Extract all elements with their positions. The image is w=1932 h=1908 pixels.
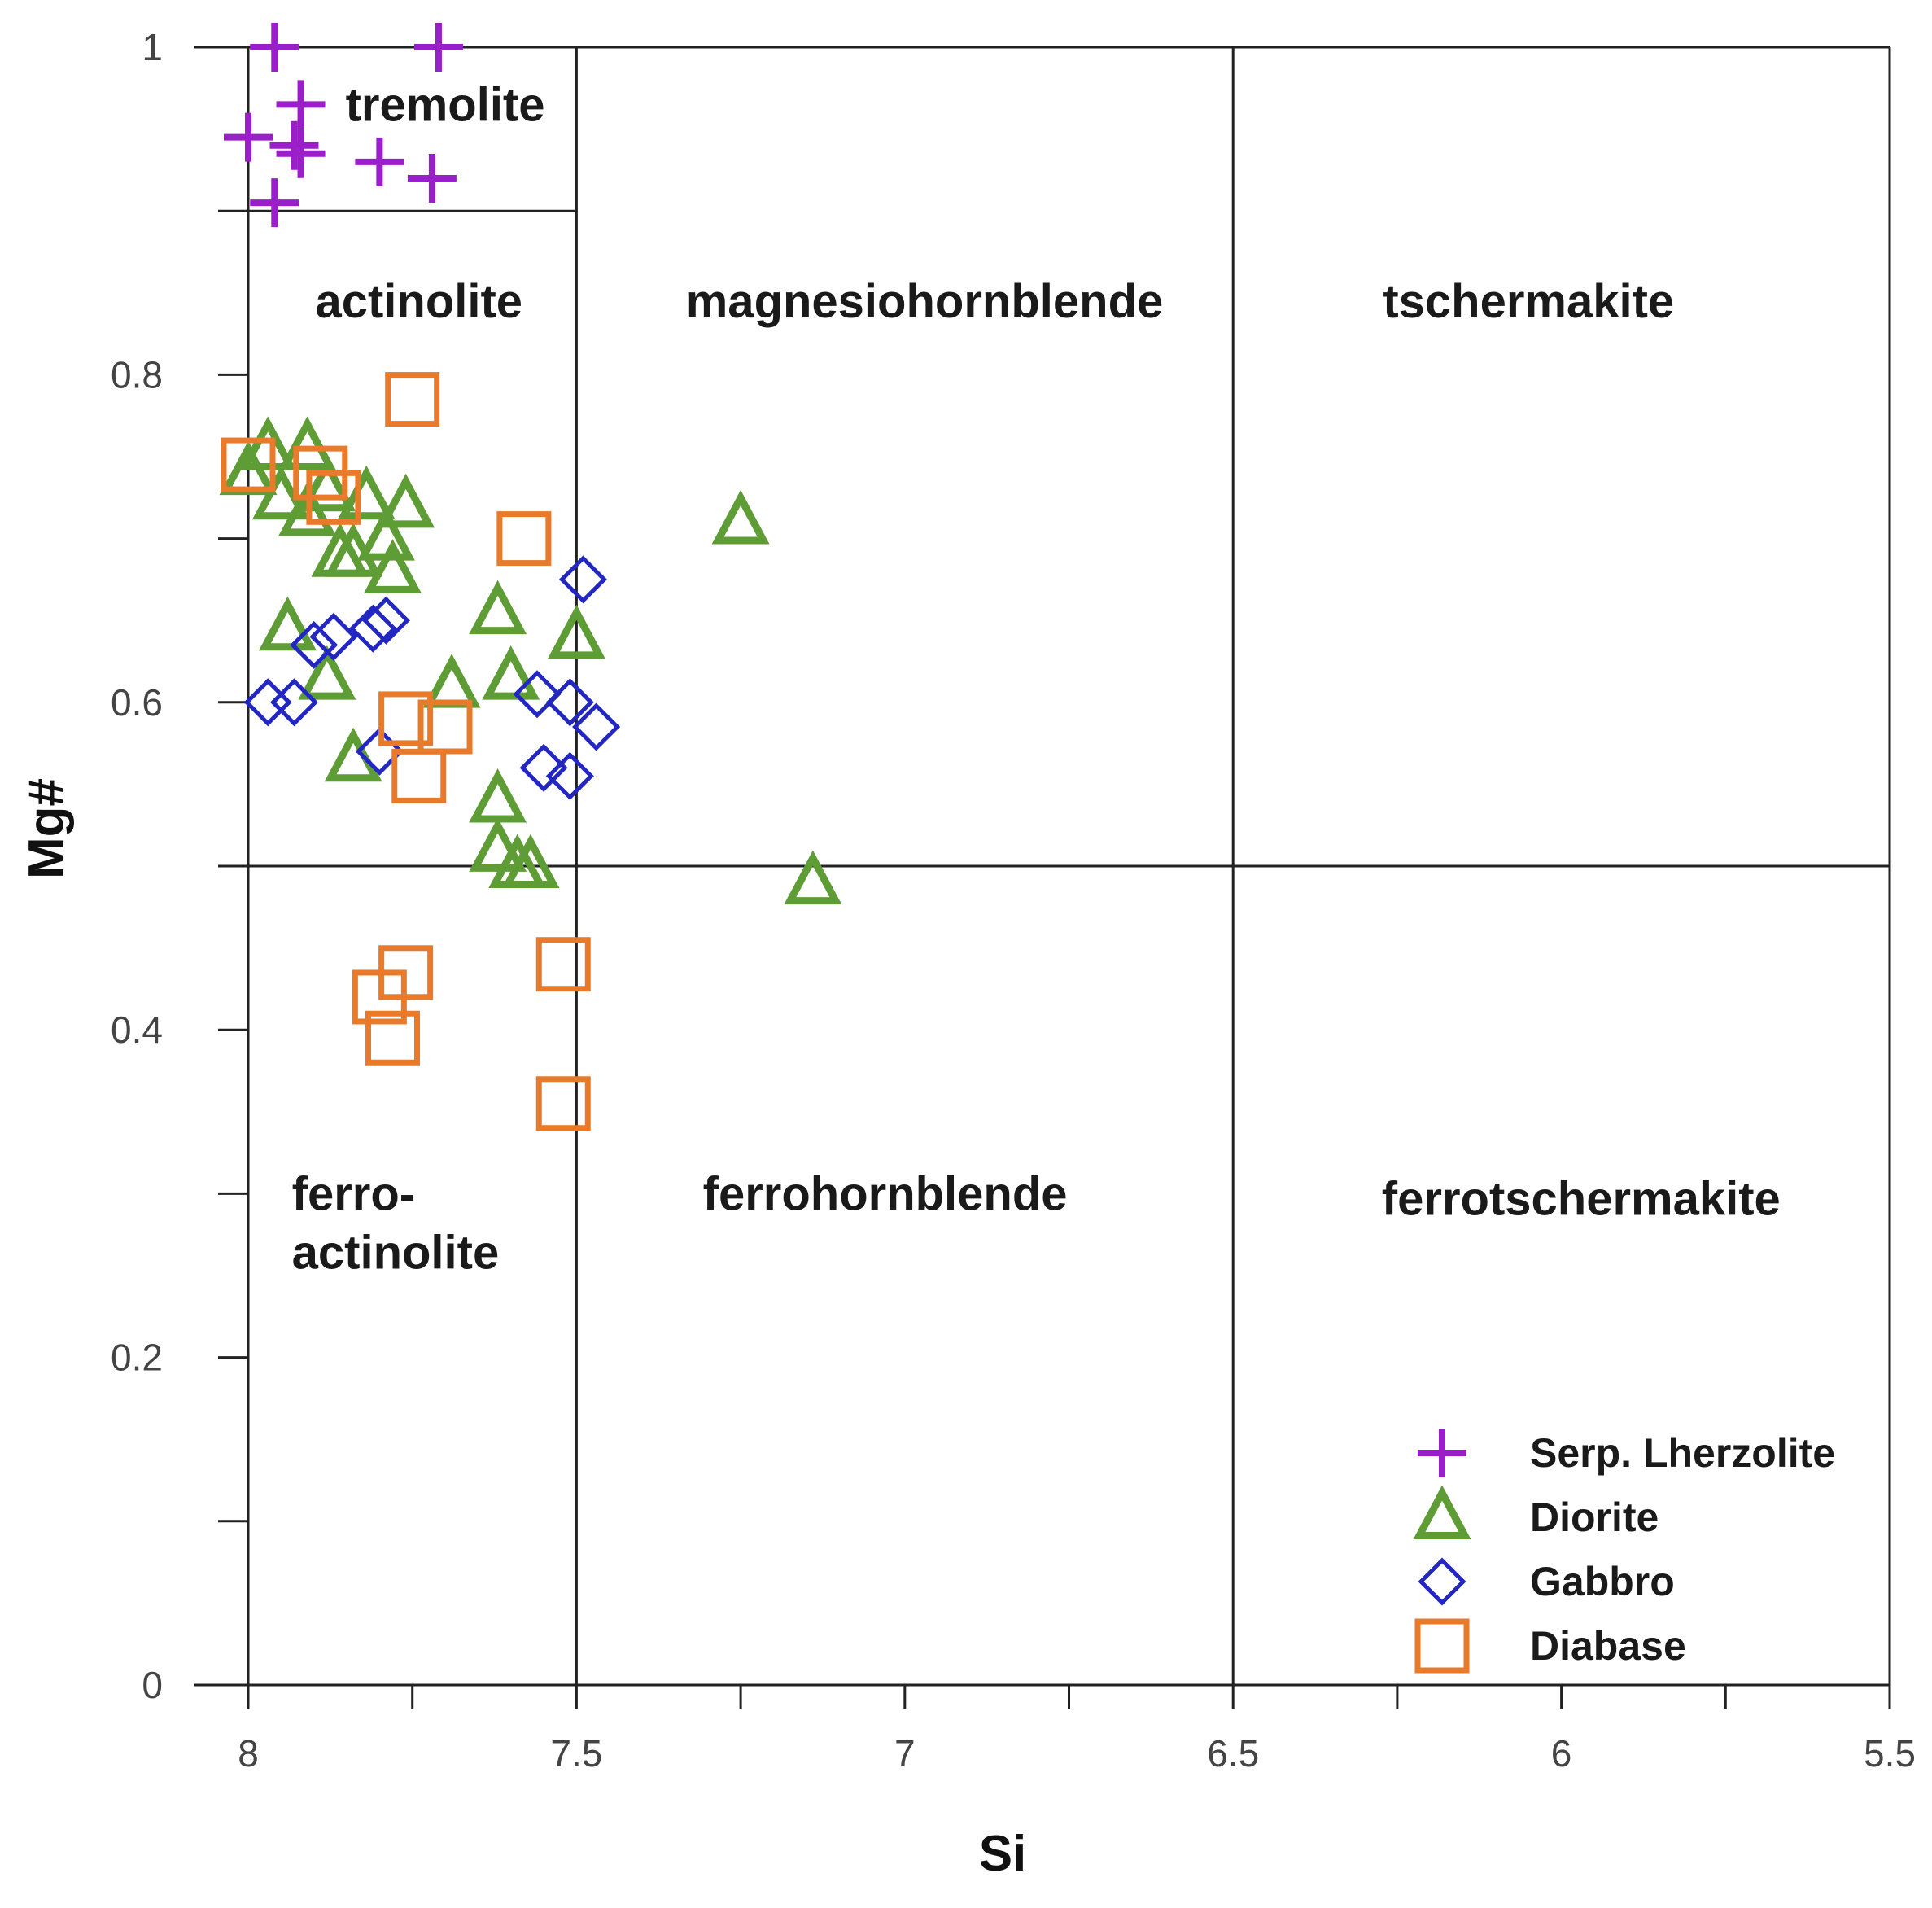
data-point-diorite (469, 580, 527, 635)
data-point-gabbro (361, 596, 410, 645)
legend-label: Diorite (1530, 1494, 1659, 1540)
data-point-gabbro (545, 751, 594, 800)
legend-marker-plus (1418, 1429, 1466, 1477)
data-point-serp--lherzolite (250, 23, 299, 72)
data-point-diabase (391, 748, 447, 803)
region-label-line: ferro- (292, 1168, 415, 1221)
data-point-diorite (711, 489, 770, 545)
region-label-line: actinolite (292, 1227, 500, 1280)
data-point-diorite (337, 465, 396, 520)
data-point-diabase (352, 969, 407, 1025)
data-point-gabbro (558, 555, 608, 604)
data-point-gabbro (269, 678, 319, 727)
data-point-serp--lherzolite (276, 80, 326, 129)
x-tick-label: 7 (894, 1732, 916, 1775)
data-point-diorite (469, 768, 527, 823)
x-tick-label: 6.5 (1207, 1732, 1259, 1775)
data-point-diabase (306, 470, 361, 525)
region-label-ferrotschermakite: ferrotschermakite (1382, 1173, 1781, 1226)
data-point-diorite (298, 645, 356, 700)
y-tick-label: 0.8 (111, 353, 163, 396)
data-point-diorite (482, 645, 540, 700)
y-tick-label: 0.6 (111, 681, 163, 724)
x-tick-label: 6 (1551, 1732, 1572, 1775)
data-point-gabbro (513, 670, 562, 719)
data-point-serp--lherzolite (276, 129, 326, 178)
region-labels-layer: tremolite actinolite magnesiohornblende tsc… (292, 79, 1781, 1280)
x-axis-title: Si (979, 1826, 1027, 1882)
y-tick-label: 0.2 (111, 1337, 163, 1379)
y-tick-label: 0.4 (111, 1009, 163, 1051)
region-label-ferroactinolite: ferro-actinolite (292, 1168, 500, 1280)
x-tick-label: 8 (238, 1732, 259, 1775)
data-point-gabbro (545, 678, 594, 727)
data-point-gabbro (290, 620, 339, 669)
data-point-diorite (469, 817, 527, 872)
axis-ticks-layer: 0 0.2 0.4 0.6 0.8 1 8 7.5 7 6.5 6 5.5 (111, 26, 1916, 1775)
data-point-serp--lherzolite (269, 120, 319, 170)
data-point-diorite (422, 654, 481, 708)
region-label-ferrohornblende: ferrohornblende (703, 1168, 1068, 1221)
y-tick-label: 0 (142, 1664, 163, 1706)
legend-label: Serp. Lherzolite (1530, 1430, 1835, 1476)
data-point-diorite (278, 416, 337, 470)
x-tick-label: 7.5 (550, 1732, 602, 1775)
series-serp--lherzolite (224, 23, 463, 228)
data-point-diorite (363, 539, 422, 593)
data-points-layer (219, 23, 842, 1131)
region-label-magnesiohornblende: magnesiohornblende (686, 275, 1164, 328)
data-point-diabase (221, 437, 276, 492)
data-point-diorite (251, 465, 310, 520)
data-point-serp--lherzolite (413, 23, 463, 72)
data-point-gabbro (309, 612, 358, 661)
data-point-diabase (535, 1076, 591, 1131)
data-point-serp--lherzolite (407, 153, 457, 203)
data-point-gabbro (348, 604, 397, 653)
data-point-gabbro (243, 678, 292, 727)
data-point-diabase (385, 372, 440, 427)
data-point-diorite (784, 850, 842, 905)
legend-marker-diamond (1418, 1557, 1466, 1606)
region-label-tschermakite: tschermakite (1383, 275, 1674, 328)
data-point-diabase (378, 691, 434, 746)
data-point-diorite (324, 523, 382, 577)
data-point-gabbro (519, 743, 568, 792)
data-point-diorite (547, 604, 605, 659)
legend-marker-triangle (1413, 1485, 1471, 1539)
legend: Serp. Lherzolite Diorite Gabbro Diabase (1413, 1429, 1835, 1674)
data-point-gabbro (572, 702, 621, 751)
data-point-serp--lherzolite (224, 112, 273, 162)
y-tick-label: 1 (142, 26, 163, 68)
data-point-diorite (501, 834, 560, 888)
legend-marker-square (1414, 1618, 1470, 1674)
data-point-diabase (496, 511, 552, 567)
data-point-serp--lherzolite (250, 178, 299, 228)
data-point-diorite (298, 457, 356, 512)
legend-label: Gabbro (1530, 1559, 1675, 1604)
x-tick-label: 5.5 (1864, 1732, 1916, 1775)
series-gabbro (243, 555, 621, 800)
data-point-diorite (377, 473, 435, 528)
data-point-diabase (365, 1010, 420, 1066)
data-point-serp--lherzolite (355, 137, 404, 186)
region-label-tremolite: tremolite (346, 79, 545, 132)
series-diabase (221, 372, 591, 1131)
region-label-actinolite: actinolite (315, 275, 522, 328)
legend-label: Diabase (1530, 1623, 1686, 1669)
y-axis-title: Mg# (19, 778, 75, 879)
data-point-diabase (535, 937, 591, 992)
data-point-diorite (258, 596, 317, 651)
data-point-diorite (238, 416, 297, 470)
